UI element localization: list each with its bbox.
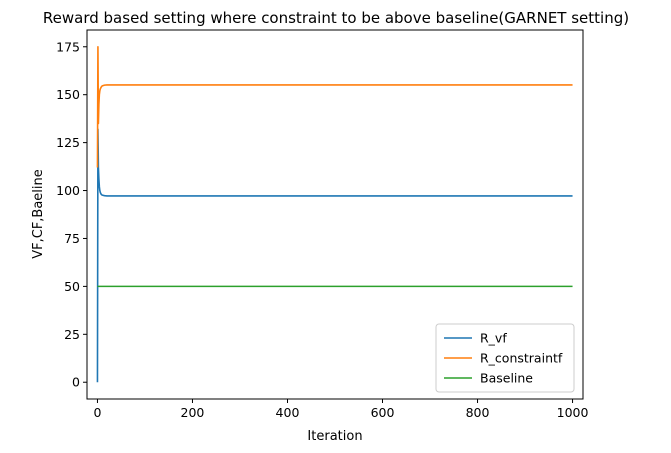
y-tick-label: 125 (56, 135, 80, 150)
y-tick-label: 150 (56, 87, 80, 102)
plot-frame (86, 29, 584, 400)
legend-label: Baseline (480, 371, 533, 386)
y-axis-label: VF,CF,Baeline (31, 169, 46, 259)
x-tick-label: 1000 (557, 405, 589, 420)
y-tick-label: 100 (56, 183, 80, 198)
plot-area (86, 29, 584, 400)
legend-box (435, 323, 575, 393)
y-axis: 0 25 50 75 100 125 150 175 (56, 39, 87, 390)
legend-label: R_vf (480, 331, 507, 346)
y-tick-label: 50 (64, 279, 80, 294)
legend-label: R_constraintf (480, 351, 563, 366)
chart-title: Reward based setting where constraint to… (43, 9, 629, 27)
series-lines (96, 45, 573, 383)
x-axis-label: Iteration (307, 429, 362, 444)
x-tick-label: 600 (371, 405, 395, 420)
y-tick-label: 0 (72, 375, 80, 390)
x-tick-label: 400 (276, 405, 300, 420)
y-tick-label: 75 (64, 231, 80, 246)
y-tick-label: 175 (56, 39, 80, 54)
series-line-r-constraintf (96, 45, 573, 168)
legend: R_vf R_constraintf Baseline (435, 323, 575, 393)
y-tick-label: 25 (64, 327, 80, 342)
series-line-r-vf (96, 128, 573, 383)
x-axis: 0 200 400 600 800 1000 (93, 399, 589, 420)
x-tick-label: 0 (93, 405, 101, 420)
x-tick-label: 800 (466, 405, 490, 420)
x-tick-label: 200 (181, 405, 205, 420)
